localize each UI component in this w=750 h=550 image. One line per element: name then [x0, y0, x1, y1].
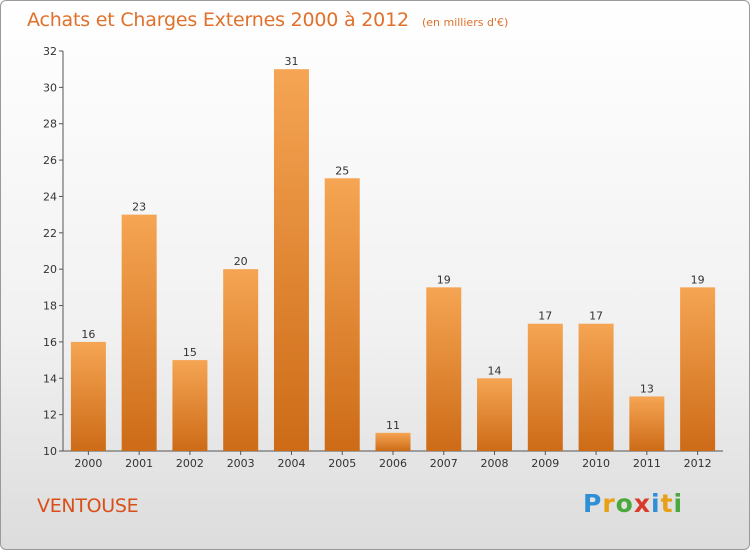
data-label: 31: [284, 55, 298, 68]
x-tick-label: 2003: [227, 457, 255, 470]
x-tick-label: 2005: [328, 457, 356, 470]
x-tick-label: 2006: [379, 457, 407, 470]
x-tick-label: 2000: [74, 457, 102, 470]
data-label: 19: [691, 273, 705, 286]
x-tick-label: 2002: [176, 457, 204, 470]
y-tick-label: 32: [43, 45, 57, 58]
bar: [629, 396, 665, 451]
chart-title: Achats et Charges Externes 2000 à 2012: [27, 9, 409, 31]
y-tick-label: 18: [43, 300, 57, 313]
x-tick-label: 2009: [531, 457, 559, 470]
x-tick-label: 2012: [684, 457, 712, 470]
bar: [477, 378, 513, 451]
x-tick-label: 2010: [582, 457, 610, 470]
y-tick-label: 24: [43, 190, 57, 203]
bar: [527, 323, 563, 451]
bar: [70, 341, 106, 451]
data-label: 25: [335, 164, 349, 177]
logo-letter: i: [673, 489, 684, 518]
data-label: 20: [234, 255, 248, 268]
y-tick-label: 30: [43, 81, 57, 94]
data-label: 11: [386, 419, 400, 432]
x-tick-label: 2007: [430, 457, 458, 470]
bar: [223, 269, 259, 451]
bar: [426, 287, 462, 451]
chart-labels: 16 2000 23 2001 15 2002 20 2003 31 2004 25 2005 11 20…: [74, 55, 711, 470]
y-tick-label: 26: [43, 154, 57, 167]
bar: [680, 287, 716, 451]
y-tick-label: 12: [43, 409, 57, 422]
data-label: 14: [488, 364, 502, 377]
data-label: 16: [81, 328, 95, 341]
logo-letter: o: [615, 489, 634, 518]
y-tick-label: 16: [43, 336, 57, 349]
commune-name: VENTOUSE: [37, 495, 139, 517]
chart-subtitle: (en milliers d'€): [421, 16, 509, 29]
logo-letter: r: [602, 489, 616, 518]
data-label: 19: [437, 273, 451, 286]
y-tick-label: 22: [43, 227, 57, 240]
y-tick-label: 28: [43, 118, 57, 131]
data-label: 13: [640, 382, 654, 395]
y-tick-label: 20: [43, 263, 57, 276]
x-tick-label: 2011: [633, 457, 661, 470]
x-tick-label: 2004: [277, 457, 305, 470]
x-tick-label: 2001: [125, 457, 153, 470]
proxiti-logo: Proxiti: [583, 489, 683, 518]
logo-letter: x: [633, 489, 651, 518]
data-label: 17: [538, 310, 552, 323]
logo-letter: i: [651, 489, 661, 518]
logo-letter: P: [583, 489, 603, 518]
data-label: 23: [132, 201, 146, 214]
bar: [273, 69, 309, 451]
bar: [172, 360, 208, 451]
chart-bars: [70, 69, 716, 452]
data-label: 15: [183, 346, 197, 359]
y-tick-label: 10: [43, 445, 57, 458]
bar: [324, 178, 360, 452]
bar: [375, 432, 411, 451]
y-tick-label: 14: [43, 372, 57, 385]
x-tick-label: 2008: [481, 457, 509, 470]
bar: [121, 214, 157, 451]
bar: [578, 323, 614, 451]
data-label: 17: [589, 310, 603, 323]
logo-letter: t: [660, 489, 674, 518]
chart-header: Achats et Charges Externes 2000 à 2012 (…: [27, 9, 508, 31]
